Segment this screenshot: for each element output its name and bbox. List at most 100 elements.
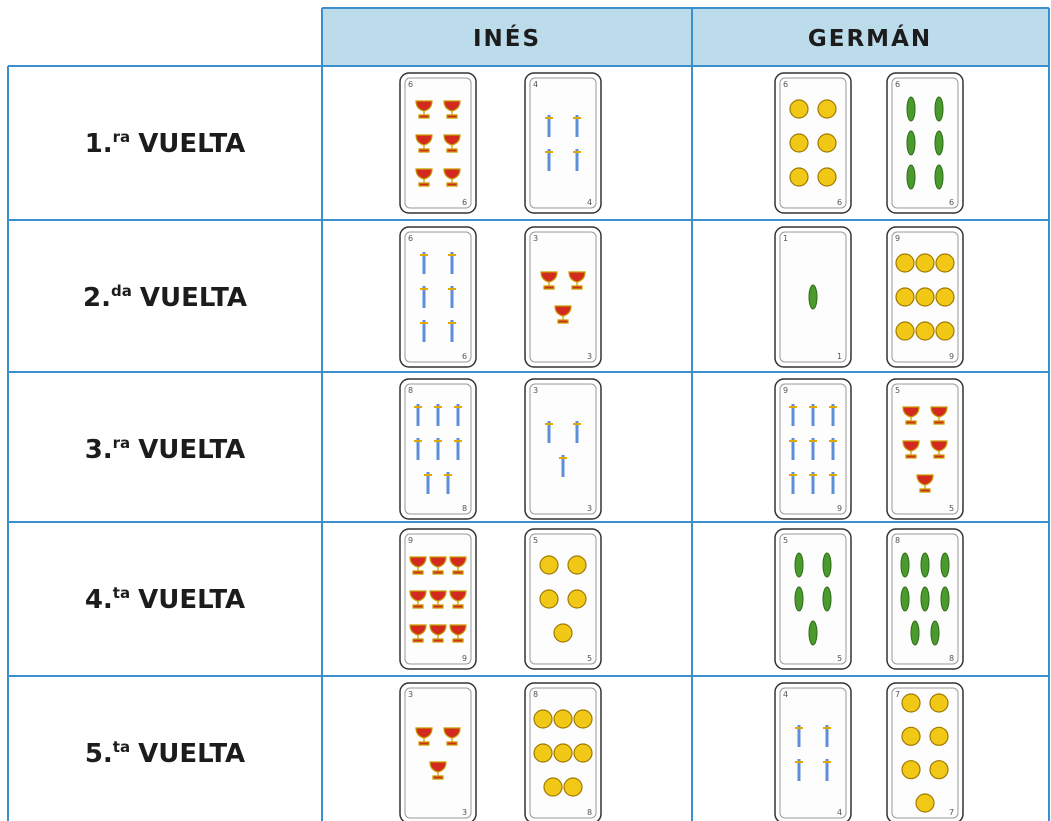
cup-pip bbox=[415, 168, 433, 187]
card: 44 bbox=[524, 72, 602, 214]
card-pips bbox=[895, 253, 955, 341]
coin-pip bbox=[901, 726, 921, 746]
label-suffix: ta bbox=[113, 738, 130, 756]
label-suffix: ra bbox=[113, 434, 131, 452]
card-rank: 3 bbox=[533, 234, 538, 243]
club-pip bbox=[906, 130, 916, 156]
card-rank: 5 bbox=[949, 504, 954, 513]
label-number: 5. bbox=[85, 739, 113, 769]
card-pips bbox=[902, 406, 948, 493]
card-pips bbox=[414, 404, 462, 494]
cup-pip bbox=[916, 474, 934, 493]
coin-pip bbox=[553, 623, 573, 643]
coin-pip bbox=[935, 253, 955, 273]
card-pips bbox=[906, 96, 944, 190]
card-rank: 7 bbox=[949, 808, 954, 817]
card-rank: 6 bbox=[408, 80, 413, 89]
card-pips bbox=[545, 115, 581, 171]
card-face bbox=[404, 231, 472, 363]
card-pips bbox=[545, 421, 581, 477]
card-pips bbox=[539, 555, 587, 643]
cup-pip bbox=[409, 624, 427, 643]
club-pip bbox=[940, 552, 950, 578]
cup-pip bbox=[443, 168, 461, 187]
club-pip bbox=[822, 586, 832, 612]
club-pip bbox=[794, 586, 804, 612]
card-pips bbox=[808, 284, 818, 310]
card-face bbox=[529, 383, 597, 515]
club-pip bbox=[910, 620, 920, 646]
card-pips bbox=[900, 552, 950, 646]
cup-pip bbox=[409, 556, 427, 575]
cup-pip bbox=[443, 134, 461, 153]
card-rank: 4 bbox=[783, 690, 788, 699]
card-face bbox=[529, 77, 597, 209]
label-number: 2. bbox=[83, 283, 111, 313]
card-face bbox=[529, 231, 597, 363]
card: 55 bbox=[524, 528, 602, 670]
coin-pip bbox=[563, 777, 583, 797]
card-face bbox=[404, 687, 472, 819]
coin-pip bbox=[817, 99, 837, 119]
card-rank: 3 bbox=[533, 386, 538, 395]
cup-pip bbox=[449, 590, 467, 609]
card-rank: 3 bbox=[587, 352, 592, 361]
cup-pip bbox=[540, 271, 558, 290]
card: 11 bbox=[774, 226, 852, 368]
club-pip bbox=[794, 552, 804, 578]
card-rank: 7 bbox=[895, 690, 900, 699]
club-pip bbox=[920, 552, 930, 578]
coin-pip bbox=[533, 743, 553, 763]
row-label: 4.ta VUELTA bbox=[85, 584, 245, 615]
card-rank: 3 bbox=[587, 504, 592, 513]
header-bg bbox=[322, 8, 1049, 66]
cup-pip bbox=[902, 406, 920, 425]
cup-pip bbox=[443, 100, 461, 119]
card-face bbox=[891, 77, 959, 209]
card: 88 bbox=[886, 528, 964, 670]
coin-pip bbox=[817, 133, 837, 153]
row-label: 5.ta VUELTA bbox=[85, 738, 245, 769]
card-face bbox=[779, 687, 847, 819]
card-rank: 6 bbox=[462, 198, 467, 207]
cup-pip bbox=[429, 761, 447, 780]
card: 66 bbox=[399, 226, 477, 368]
coin-pip bbox=[935, 287, 955, 307]
card-pips bbox=[789, 404, 837, 494]
card-pips bbox=[794, 552, 832, 646]
card-rank: 6 bbox=[837, 198, 842, 207]
card-rank: 8 bbox=[462, 504, 467, 513]
card-rank: 8 bbox=[533, 690, 538, 699]
grid bbox=[7, 7, 1050, 821]
card-face bbox=[891, 687, 959, 819]
label-suffix: da bbox=[111, 282, 132, 300]
coin-pip bbox=[533, 709, 553, 729]
label-number: 3. bbox=[85, 435, 113, 465]
card-rank: 8 bbox=[587, 808, 592, 817]
coin-pip bbox=[915, 287, 935, 307]
card-rank: 5 bbox=[783, 536, 788, 545]
club-pip bbox=[900, 586, 910, 612]
cup-pip bbox=[415, 134, 433, 153]
club-pip bbox=[920, 586, 930, 612]
label-number: 4. bbox=[85, 585, 113, 615]
card-rank: 4 bbox=[533, 80, 538, 89]
club-pip bbox=[822, 552, 832, 578]
coin-pip bbox=[915, 793, 935, 813]
coin-pip bbox=[895, 253, 915, 273]
card-rank: 9 bbox=[462, 654, 467, 663]
card-pips bbox=[415, 727, 461, 780]
card-rank: 5 bbox=[587, 654, 592, 663]
coin-pip bbox=[789, 167, 809, 187]
label-number: 1. bbox=[85, 129, 113, 159]
card: 66 bbox=[774, 72, 852, 214]
card: 44 bbox=[774, 682, 852, 821]
cup-pip bbox=[568, 271, 586, 290]
coin-pip bbox=[935, 321, 955, 341]
card-rank: 3 bbox=[408, 690, 413, 699]
label-suffix: ta bbox=[113, 584, 130, 602]
coin-pip bbox=[543, 777, 563, 797]
card-rank: 3 bbox=[462, 808, 467, 817]
cup-pip bbox=[449, 624, 467, 643]
club-pip bbox=[900, 552, 910, 578]
